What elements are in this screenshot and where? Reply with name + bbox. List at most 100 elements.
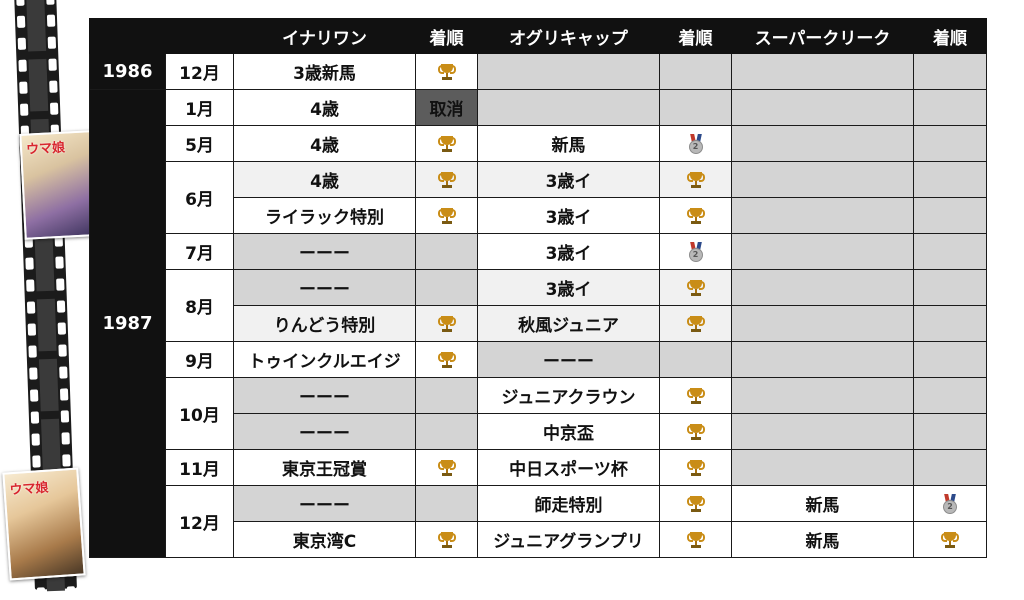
inari-place-cell	[415, 125, 478, 162]
inari-place-cell	[415, 341, 478, 378]
inari-race-cell: ーーー	[233, 269, 416, 306]
month-cell: 10月	[165, 377, 234, 450]
oguri-place-cell: 2	[659, 233, 732, 270]
oguri-place-cell	[659, 197, 732, 234]
empty-cell	[731, 53, 914, 90]
film-sprocket-hole	[49, 80, 58, 93]
empty-cell	[415, 269, 478, 306]
year-cell: 1986	[89, 53, 166, 90]
month-cell: 1月	[165, 89, 234, 126]
manga-cover-top: ウマ娘	[19, 130, 97, 240]
oguri-place-cell	[659, 377, 732, 414]
film-sprocket-hole	[61, 432, 70, 445]
oguri-place-cell	[659, 413, 732, 450]
film-sprocket-hole	[49, 102, 59, 115]
trophy-icon	[437, 207, 456, 225]
empty-cell	[731, 161, 914, 198]
film-sprocket-hole	[66, 586, 76, 599]
empty-cell	[913, 305, 987, 342]
header-supercreek: スーパークリーク	[731, 18, 914, 54]
month-cell: 8月	[165, 269, 234, 342]
oguri-race-cell: 3歳イ	[477, 269, 660, 306]
inari-place-cell	[415, 449, 478, 486]
trophy-icon	[686, 279, 705, 297]
trophy-icon	[437, 63, 456, 81]
inari-race-cell: ーーー	[233, 413, 416, 450]
inari-race-cell: ーーー	[233, 233, 416, 270]
header-place-inariwan: 着順	[415, 18, 478, 54]
oguri-place-cell	[659, 161, 732, 198]
oguri-race-cell: 3歳イ	[477, 233, 660, 270]
inari-race-cell: ライラック特別	[233, 197, 416, 234]
empty-cell	[731, 89, 914, 126]
inari-race-cell: りんどう特別	[233, 305, 416, 342]
film-frame	[34, 238, 55, 292]
empty-cell	[415, 233, 478, 270]
second-place-medal-icon: 2	[942, 493, 958, 514]
film-sprocket-hole	[29, 367, 38, 380]
second-place-medal-icon: 2	[688, 241, 704, 262]
trophy-icon	[686, 495, 705, 513]
trophy-icon	[686, 459, 705, 477]
film-sprocket-hole	[56, 278, 65, 291]
table-row: ーーー 中京盃	[90, 413, 987, 450]
inari-race-cell: 4歳	[233, 161, 416, 198]
table-row: 東京湾C ジュニアグランプリ 新馬	[90, 521, 987, 558]
inari-place-cell	[415, 161, 478, 198]
empty-cell	[415, 413, 478, 450]
oguri-race-cell: 新馬	[477, 125, 660, 162]
film-sprocket-hole	[36, 587, 46, 600]
oguri-place-cell	[659, 269, 732, 306]
film-sprocket-hole	[59, 366, 68, 379]
oguri-race-cell: 中日スポーツ杯	[477, 449, 660, 486]
header-place-oguricap: 着順	[659, 18, 732, 54]
oguri-race-cell: ジュニアクラウン	[477, 377, 660, 414]
table-row: 12月 ーーー 師走特別 新馬 2	[90, 485, 987, 558]
trophy-icon	[437, 459, 456, 477]
second-place-medal-icon: 2	[688, 133, 704, 154]
inari-race-cell: ーーー	[233, 485, 416, 522]
film-sprocket-hole	[56, 300, 66, 313]
empty-cell	[659, 341, 732, 378]
film-sprocket-hole	[17, 37, 27, 50]
trophy-icon	[686, 423, 705, 441]
empty-cell	[731, 449, 914, 486]
inari-race-cell: 3歳新馬	[233, 53, 416, 90]
inari-place-cell	[415, 53, 478, 90]
empty-cell	[477, 53, 660, 90]
film-sprocket-hole	[31, 433, 40, 446]
super-race-cell: 新馬	[731, 521, 914, 558]
month-cell: 6月	[165, 161, 234, 234]
film-sprocket-hole	[16, 0, 25, 6]
film-sprocket-hole	[58, 344, 67, 357]
cancel-badge: 取消	[415, 89, 478, 126]
oguri-place-cell	[659, 521, 732, 558]
empty-cell	[913, 89, 987, 126]
table-row: 8月 ーーー 3歳イ	[90, 269, 987, 342]
inari-place-cell	[415, 197, 478, 234]
header-oguricap: オグリキャップ	[477, 18, 660, 54]
inari-race-cell: ーーー	[233, 377, 416, 414]
header-inariwan: イナリワン	[233, 18, 416, 54]
table-row: 6月 4歳 3歳イ	[90, 161, 987, 234]
film-sprocket-hole	[19, 103, 29, 116]
empty-cell	[731, 125, 914, 162]
inari-race-cell: 東京王冠賞	[233, 449, 416, 486]
film-sprocket-hole	[28, 345, 37, 358]
empty-cell	[731, 413, 914, 450]
trophy-icon	[437, 315, 456, 333]
header-row: イナリワン 着順 オグリキャップ 着順 スーパークリーク 着順	[89, 18, 987, 54]
trophy-icon	[437, 171, 456, 189]
table-row: ライラック特別 3歳イ	[90, 197, 987, 234]
film-frame	[40, 418, 61, 472]
super-place-cell: 2	[913, 485, 987, 522]
trophy-icon	[686, 207, 705, 225]
trophy-icon	[686, 387, 705, 405]
inari-race-cell: トゥインクルエイジ	[233, 341, 416, 378]
trophy-icon	[437, 135, 456, 153]
film-sprocket-hole	[25, 257, 34, 270]
oguri-race-cell: ジュニアグランプリ	[477, 521, 660, 558]
film-sprocket-hole	[26, 279, 35, 292]
inari-place-cell	[415, 305, 478, 342]
oguri-place-cell: 2	[659, 125, 732, 162]
